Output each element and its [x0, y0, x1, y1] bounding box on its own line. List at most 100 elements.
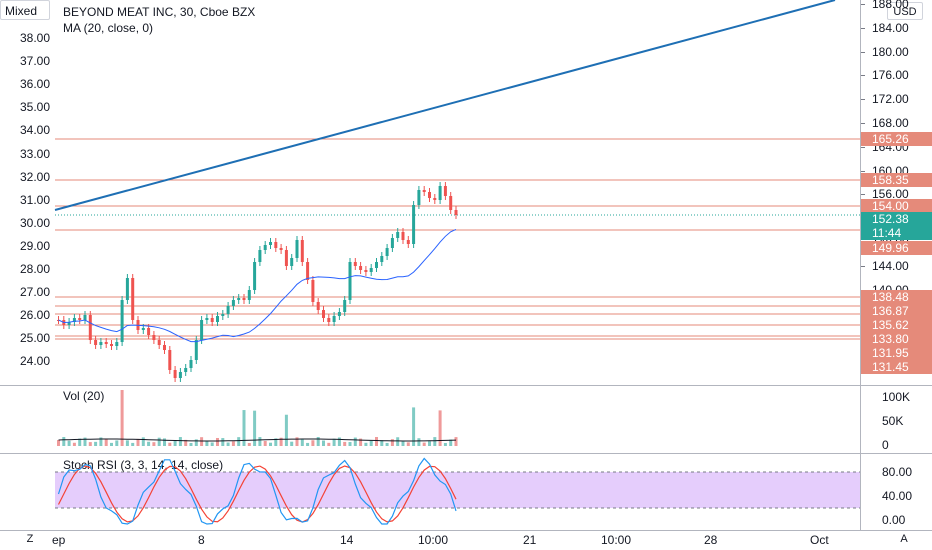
currency-button[interactable]: USD: [887, 2, 923, 20]
volume-legend[interactable]: Vol (20): [63, 389, 105, 403]
vol-tick: 100K: [882, 390, 911, 404]
price-badge[interactable]: 149.96: [860, 241, 932, 255]
volume-bar: [443, 442, 447, 446]
candle-body: [433, 198, 437, 200]
candle-body: [422, 190, 426, 192]
candle-body: [284, 250, 288, 266]
time-axis[interactable]: ep 8 14 10:00 21 10:00 28 Oct: [0, 530, 932, 550]
candle-body: [115, 342, 119, 346]
volume-bar: [385, 442, 389, 446]
stoch-rsi-chart[interactable]: [0, 454, 860, 530]
price-badge[interactable]: 154.00: [860, 199, 932, 213]
volume-chart[interactable]: [0, 386, 860, 452]
ma-legend[interactable]: MA (20, close, 0): [63, 21, 154, 35]
volume-bar: [78, 438, 82, 446]
candle-body: [406, 240, 410, 244]
left-price-axis[interactable]: 38.00 37.00 36.00 35.00 34.00 33.00 32.00 31.00…: [0, 0, 55, 385]
price-badge[interactable]: 165.26: [860, 132, 932, 146]
trend-line: [54, 0, 836, 211]
pane-separator[interactable]: [0, 385, 932, 386]
candle-body: [380, 256, 384, 262]
price-badge[interactable]: 133.80: [860, 332, 932, 346]
volume-bar: [364, 442, 368, 446]
price-badge[interactable]: 158.35: [860, 173, 932, 187]
volume-bar: [375, 437, 378, 446]
volume-bar: [369, 440, 373, 446]
candle-body: [454, 210, 458, 215]
candle-body: [401, 232, 405, 240]
candle-body: [67, 322, 71, 325]
volume-bar: [221, 438, 225, 446]
volume-bar: [152, 442, 156, 446]
volume-bar: [300, 439, 304, 446]
left-axis-tick: 33.00: [19, 146, 50, 161]
volume-bar: [141, 437, 145, 446]
volume-bar: [136, 438, 140, 446]
candle-body: [173, 370, 177, 378]
volume-bar: [131, 442, 135, 446]
volume-bar: [231, 441, 235, 446]
volume-bar: [412, 407, 416, 446]
volume-bar: [401, 441, 405, 446]
candle-body: [269, 242, 272, 245]
candle-body: [327, 318, 331, 322]
candle-body: [343, 300, 347, 312]
candle-body: [290, 258, 294, 266]
price-chart[interactable]: [0, 0, 860, 385]
volume-bar: [242, 410, 246, 446]
right-price-axis[interactable]: 188.00 184.00 180.00 176.00 172.00 168.00 164.…: [860, 0, 932, 385]
volume-axis[interactable]: 100K 50K 0: [860, 386, 932, 452]
volume-bar: [454, 437, 458, 446]
time-label: Oct: [810, 533, 829, 547]
candle-body: [311, 280, 315, 302]
left-axis-tick: 26.00: [19, 308, 50, 323]
price-badge[interactable]: 131.45: [860, 360, 932, 374]
left-axis-tick: 38.00: [19, 31, 50, 45]
candle-body: [104, 342, 108, 344]
volume-ma-line: [58, 438, 457, 442]
left-axis-tick: 32.00: [19, 169, 50, 184]
candle-body: [306, 262, 310, 280]
candle-body: [178, 372, 182, 378]
volume-bar: [449, 439, 453, 446]
candle-body: [205, 318, 209, 320]
candle-body: [221, 314, 225, 316]
left-axis-tick: 28.00: [19, 262, 50, 276]
volume-bar: [327, 442, 331, 446]
candle-body: [226, 306, 230, 314]
candle-body: [72, 318, 76, 322]
candle-body: [279, 248, 283, 250]
zoom-button[interactable]: Z: [26, 533, 34, 545]
rsi-tick: 80.00: [882, 465, 913, 479]
price-badge[interactable]: 138.48: [860, 290, 932, 304]
candle-body: [216, 316, 219, 322]
left-axis-tick: 27.00: [19, 285, 50, 300]
candle-body: [88, 315, 92, 340]
candle-body: [274, 242, 278, 248]
price-badge[interactable]: 136.87: [860, 304, 932, 318]
volume-bar: [290, 441, 294, 446]
stoch-rsi-legend[interactable]: Stoch RSI (3, 3, 14, 14, close): [63, 458, 224, 472]
candle-body: [152, 335, 156, 340]
candle-body: [364, 270, 368, 272]
price-badge[interactable]: 11:44: [860, 226, 932, 240]
volume-bar: [157, 437, 161, 446]
stoch-axis[interactable]: 80.00 40.00 0.00: [860, 454, 932, 530]
candle-body: [348, 262, 352, 300]
volume-bar: [210, 442, 214, 446]
candle-body: [322, 310, 325, 318]
price-badge[interactable]: 131.95: [860, 346, 932, 360]
candle-body: [200, 320, 204, 340]
ma-line: [58, 228, 457, 343]
volume-bar: [216, 437, 219, 446]
chart-type-select[interactable]: Mixed: [0, 0, 50, 20]
price-badge[interactable]: 135.62: [860, 318, 932, 332]
volume-bar: [322, 440, 325, 446]
price-badge[interactable]: 152.38: [860, 212, 932, 226]
pane-separator[interactable]: [0, 453, 932, 454]
right-axis-tick: 184.00: [860, 20, 909, 35]
auto-scale-button[interactable]: A: [900, 533, 908, 545]
symbol-legend[interactable]: BEYOND MEAT INC, 30, Cboe BZX: [63, 5, 256, 19]
candle-body: [449, 196, 453, 210]
volume-bar: [306, 442, 310, 446]
